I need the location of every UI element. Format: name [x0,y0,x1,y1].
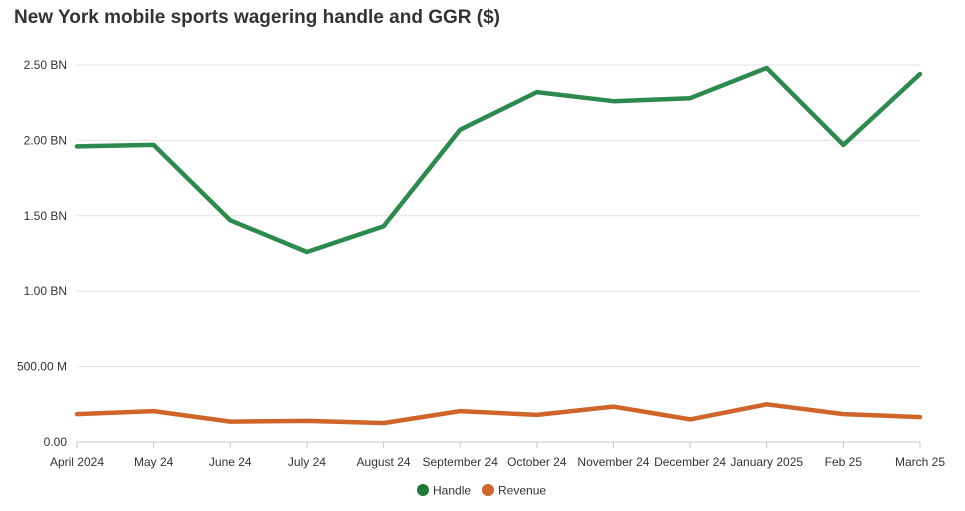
legend-marker [417,484,429,496]
x-tick-label: April 2024 [50,455,104,469]
x-tick-label: May 24 [134,455,174,469]
x-tick-label: November 24 [577,455,649,469]
x-tick-label: December 24 [654,455,726,469]
y-axis-ticks: 0.00 500.00 M 1.00 BN 1.50 BN 2.00 BN 2.50 BN [17,58,67,449]
legend-label: Revenue [498,484,546,498]
gridlines [77,64,920,443]
y-tick-label: 1.00 BN [24,284,67,298]
series-lines [74,65,923,426]
x-axis: April 2024 May 24 June 24 July 24 August 24 S… [50,442,945,469]
y-tick-label: 1.50 BN [24,209,67,223]
x-tick-label: September 24 [422,455,498,469]
x-tick-label: Feb 25 [825,455,863,469]
x-tick-label: August 24 [357,455,411,469]
y-tick-label: 2.50 BN [24,58,67,72]
x-tick-label: March 25 [895,455,945,469]
x-tick-label: June 24 [209,455,252,469]
legend-label: Handle [433,484,471,498]
legend-item-handle[interactable]: Handle [417,484,471,498]
legend-marker [482,484,494,496]
y-tick-label: 2.00 BN [24,133,67,147]
legend-item-revenue[interactable]: Revenue [482,484,546,498]
x-tick-label: October 24 [507,455,567,469]
chart-title: New York mobile sports wagering handle a… [14,7,500,28]
legend: Handle Revenue [417,484,546,498]
handle-series-line[interactable] [74,65,923,255]
x-tick-label: July 24 [288,455,326,469]
y-tick-label: 0.00 [44,435,68,449]
y-tick-label: 500.00 M [17,360,67,374]
revenue-series-line[interactable] [74,402,923,426]
x-tick-label: January 2025 [730,455,803,469]
